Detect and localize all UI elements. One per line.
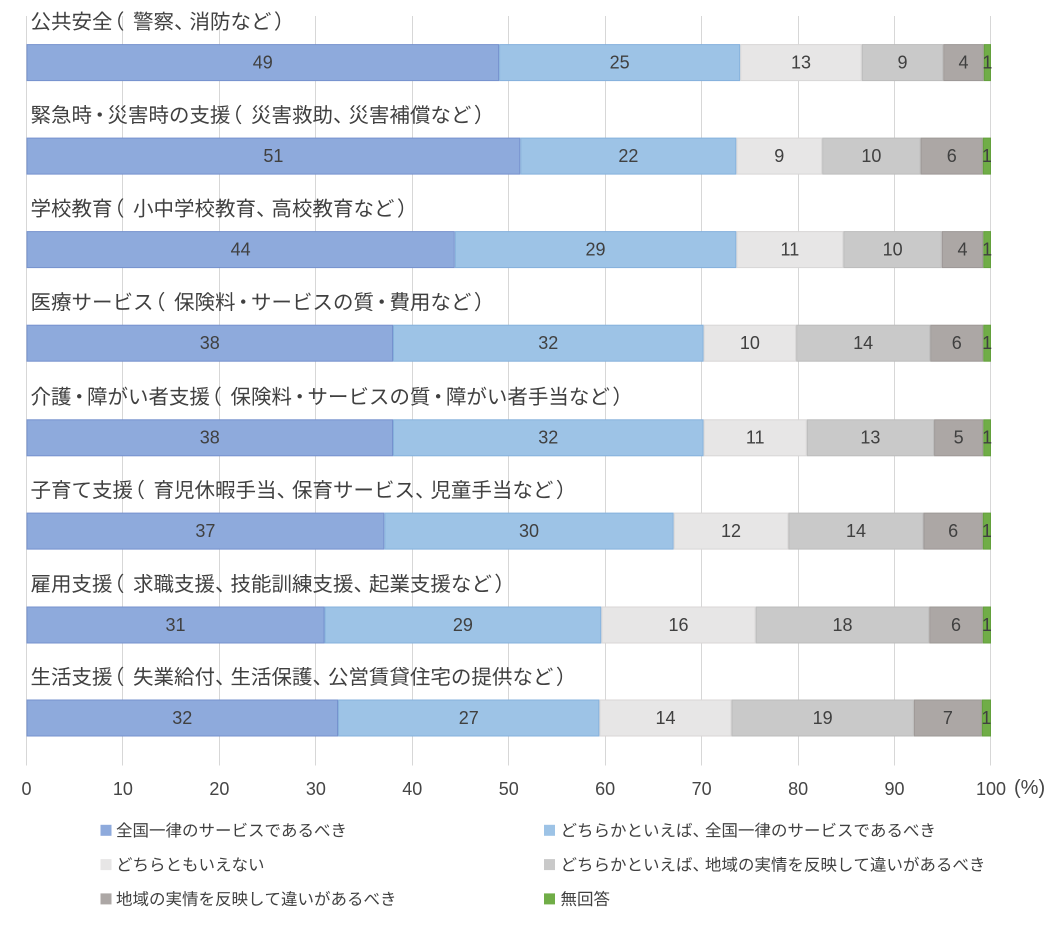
svg-text:5: 5 (954, 428, 964, 448)
svg-text:11: 11 (781, 239, 800, 259)
svg-text:70: 70 (692, 779, 712, 799)
svg-text:(%): (%) (1014, 777, 1045, 799)
svg-text:37: 37 (195, 521, 215, 541)
svg-text:10: 10 (113, 779, 133, 799)
svg-text:19: 19 (813, 708, 833, 728)
svg-text:29: 29 (453, 615, 473, 635)
svg-text:4: 4 (959, 52, 969, 72)
svg-text:12: 12 (721, 521, 741, 541)
svg-text:10: 10 (883, 239, 903, 259)
svg-text:49: 49 (253, 52, 273, 72)
svg-text:10: 10 (861, 146, 881, 166)
svg-text:32: 32 (538, 333, 558, 353)
svg-text:50: 50 (499, 779, 519, 799)
svg-text:38: 38 (200, 428, 220, 448)
svg-text:7: 7 (943, 708, 953, 728)
svg-text:60: 60 (595, 779, 615, 799)
svg-text:0: 0 (21, 779, 31, 799)
svg-text:1: 1 (982, 428, 992, 448)
svg-text:27: 27 (459, 708, 479, 728)
svg-text:51: 51 (263, 146, 283, 166)
svg-text:6: 6 (948, 521, 958, 541)
svg-text:38: 38 (200, 333, 220, 353)
svg-text:6: 6 (952, 333, 962, 353)
svg-text:11: 11 (746, 428, 765, 448)
svg-text:13: 13 (860, 428, 880, 448)
svg-text:30: 30 (306, 779, 326, 799)
svg-text:1: 1 (982, 615, 992, 635)
svg-text:1: 1 (982, 239, 992, 259)
svg-text:1: 1 (981, 708, 991, 728)
svg-text:32: 32 (538, 428, 558, 448)
svg-text:1: 1 (982, 521, 992, 541)
svg-text:6: 6 (951, 615, 961, 635)
svg-text:9: 9 (898, 52, 908, 72)
svg-text:13: 13 (791, 52, 811, 72)
svg-text:40: 40 (402, 779, 422, 799)
svg-text:1: 1 (982, 333, 992, 353)
svg-text:1: 1 (982, 52, 992, 72)
svg-text:20: 20 (209, 779, 229, 799)
svg-text:31: 31 (166, 615, 186, 635)
svg-text:1: 1 (982, 146, 992, 166)
svg-text:6: 6 (947, 146, 957, 166)
svg-text:22: 22 (618, 146, 638, 166)
svg-text:29: 29 (586, 239, 606, 259)
svg-text:44: 44 (231, 239, 251, 259)
svg-text:100: 100 (976, 779, 1006, 799)
svg-text:9: 9 (774, 146, 784, 166)
svg-text:10: 10 (740, 333, 760, 353)
svg-text:14: 14 (853, 333, 873, 353)
svg-text:14: 14 (846, 521, 866, 541)
svg-text:30: 30 (519, 521, 539, 541)
svg-text:18: 18 (832, 615, 852, 635)
svg-text:4: 4 (958, 239, 968, 259)
svg-text:80: 80 (788, 779, 808, 799)
svg-text:25: 25 (610, 52, 630, 72)
svg-text:90: 90 (885, 779, 905, 799)
svg-text:14: 14 (655, 708, 675, 728)
svg-text:16: 16 (668, 615, 688, 635)
svg-text:32: 32 (172, 708, 192, 728)
